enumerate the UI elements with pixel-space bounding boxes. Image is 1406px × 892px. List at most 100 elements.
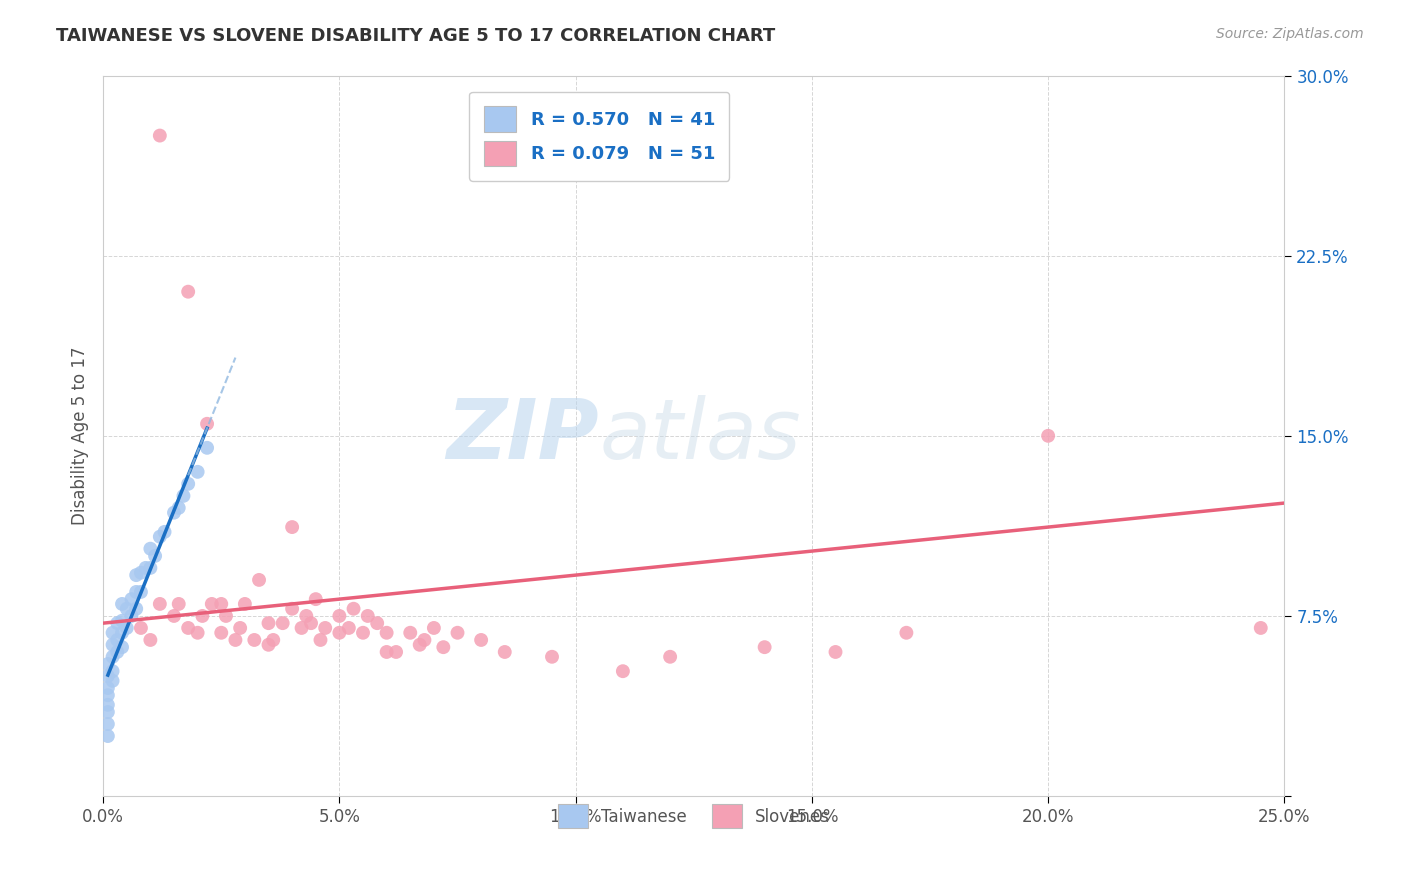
Point: [342, 601, 364, 615]
Point: [187, 625, 209, 640]
Point: [97, 669, 120, 683]
Point: [129, 621, 152, 635]
Point: [111, 640, 134, 655]
Point: [167, 500, 190, 515]
Point: [375, 645, 398, 659]
Point: [299, 616, 322, 631]
Point: [121, 609, 143, 624]
Y-axis label: Disability Age 5 to 17: Disability Age 5 to 17: [72, 347, 89, 525]
Point: [129, 585, 152, 599]
Point: [135, 561, 157, 575]
Point: [101, 625, 124, 640]
Point: [824, 645, 846, 659]
Point: [191, 609, 214, 624]
Point: [352, 625, 374, 640]
Point: [105, 632, 128, 647]
Point: [97, 729, 120, 743]
Point: [105, 645, 128, 659]
Point: [172, 489, 194, 503]
Point: [257, 616, 280, 631]
Point: [111, 597, 134, 611]
Point: [163, 609, 186, 624]
Text: ZIP: ZIP: [447, 395, 599, 476]
Point: [896, 625, 918, 640]
Point: [357, 609, 380, 624]
Point: [153, 524, 176, 539]
Point: [305, 592, 328, 607]
Point: [224, 632, 246, 647]
Point: [143, 549, 166, 563]
Point: [177, 285, 200, 299]
Point: [97, 705, 120, 719]
Point: [375, 625, 398, 640]
Point: [247, 573, 270, 587]
Point: [187, 465, 209, 479]
Point: [139, 632, 162, 647]
Point: [257, 638, 280, 652]
Point: [167, 597, 190, 611]
Point: [281, 601, 304, 615]
Point: [111, 614, 134, 628]
Point: [195, 441, 218, 455]
Point: [337, 621, 360, 635]
Point: [115, 621, 138, 635]
Point: [163, 506, 186, 520]
Point: [121, 592, 143, 607]
Point: [125, 585, 148, 599]
Legend: Taiwanese, Slovenes: Taiwanese, Slovenes: [551, 797, 837, 835]
Point: [1250, 621, 1272, 635]
Point: [366, 616, 388, 631]
Point: [243, 632, 266, 647]
Point: [177, 476, 200, 491]
Point: [125, 601, 148, 615]
Point: [129, 566, 152, 580]
Point: [612, 664, 634, 678]
Point: [209, 597, 232, 611]
Text: Source: ZipAtlas.com: Source: ZipAtlas.com: [1216, 27, 1364, 41]
Point: [290, 621, 312, 635]
Point: [209, 625, 232, 640]
Point: [201, 597, 224, 611]
Point: [101, 673, 124, 688]
Point: [409, 638, 432, 652]
Point: [125, 568, 148, 582]
Point: [149, 128, 172, 143]
Point: [101, 649, 124, 664]
Point: [754, 640, 776, 655]
Point: [195, 417, 218, 431]
Point: [233, 597, 256, 611]
Point: [111, 625, 134, 640]
Point: [97, 657, 120, 671]
Point: [314, 621, 336, 635]
Text: atlas: atlas: [599, 395, 801, 476]
Point: [262, 632, 284, 647]
Point: [423, 621, 446, 635]
Point: [139, 561, 162, 575]
Point: [149, 530, 172, 544]
Point: [385, 645, 408, 659]
Point: [177, 621, 200, 635]
Point: [97, 717, 120, 731]
Point: [101, 638, 124, 652]
Point: [105, 616, 128, 631]
Point: [97, 698, 120, 712]
Text: TAIWANESE VS SLOVENE DISABILITY AGE 5 TO 17 CORRELATION CHART: TAIWANESE VS SLOVENE DISABILITY AGE 5 TO…: [56, 27, 776, 45]
Point: [97, 681, 120, 695]
Point: [413, 632, 436, 647]
Point: [541, 649, 564, 664]
Point: [432, 640, 454, 655]
Point: [494, 645, 516, 659]
Point: [139, 541, 162, 556]
Point: [470, 632, 492, 647]
Point: [101, 664, 124, 678]
Point: [399, 625, 422, 640]
Point: [115, 601, 138, 615]
Point: [328, 609, 350, 624]
Point: [659, 649, 682, 664]
Point: [309, 632, 332, 647]
Point: [281, 520, 304, 534]
Point: [215, 609, 238, 624]
Point: [271, 616, 294, 631]
Point: [97, 688, 120, 702]
Point: [446, 625, 468, 640]
